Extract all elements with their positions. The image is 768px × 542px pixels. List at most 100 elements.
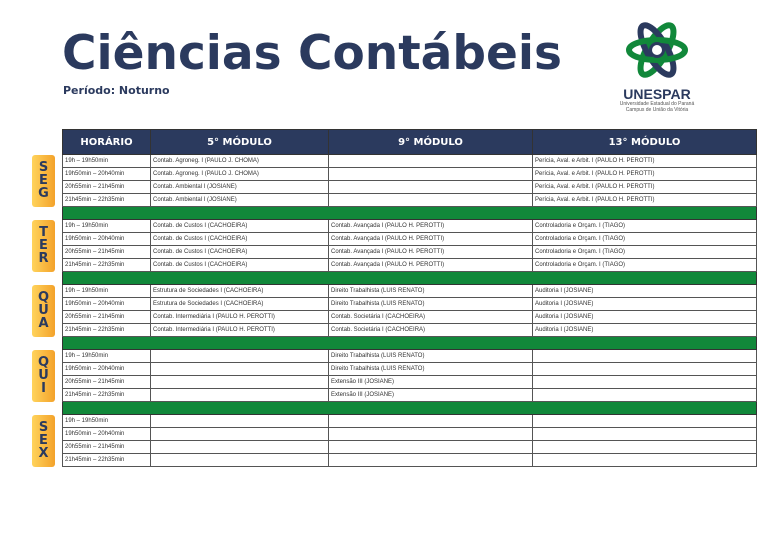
class-cell: Contab. Ambiental I (JOSIANE)	[150, 180, 329, 194]
unespar-emblem-icon	[626, 22, 688, 78]
class-cell: Contab. Ambiental I (JOSIANE)	[150, 193, 329, 207]
table-row: 20h55min – 21h45min Contab. de Custos I (…	[62, 245, 757, 259]
day-separator	[62, 336, 757, 350]
class-cell: Direito Trabalhista (LUIS RENATO)	[328, 349, 533, 363]
class-cell	[150, 388, 329, 402]
class-cell	[328, 453, 533, 467]
table-row: 19h – 19h50min Contab. Agroneg. I (PAULO …	[62, 154, 757, 168]
table-row: 20h55min – 21h45min Contab. Ambiental I (…	[62, 180, 757, 194]
logo-name: UNESPAR	[623, 86, 691, 102]
day-label-seg: SEG	[32, 154, 55, 207]
time-cell: 20h55min – 21h45min	[62, 440, 151, 454]
table-row: 19h – 19h50min Direito Trabalhista (LUIS …	[62, 349, 757, 363]
time-cell: 21h45min – 22h35min	[62, 193, 151, 207]
class-cell	[328, 193, 533, 207]
class-cell	[328, 180, 533, 194]
class-cell: Direito Trabalhista (LUIS RENATO)	[328, 284, 533, 298]
class-cell: Contab. Avançada I (PAULO H. PEROTTI)	[328, 245, 533, 259]
time-cell: 19h – 19h50min	[62, 154, 151, 168]
separator-bar	[62, 206, 757, 220]
table-row: 19h – 19h50min Contab. de Custos I (CACHO…	[62, 219, 757, 233]
time-cell: 19h50min – 20h40min	[62, 427, 151, 441]
schedule-body: 19h – 19h50min Contab. Agroneg. I (PAULO …	[62, 154, 757, 467]
day-label-text: TER	[38, 225, 49, 266]
class-cell: Contab. Societária I (CACHOEIRA)	[328, 323, 533, 337]
logo-line1: Universidade Estadual do Paraná	[619, 101, 695, 107]
day-label-text: QUI	[38, 355, 50, 396]
table-row: 21h45min – 22h35min Contab. Ambiental I (…	[62, 193, 757, 207]
time-cell: 19h50min – 20h40min	[62, 167, 151, 181]
separator-bar	[62, 271, 757, 285]
header-horario: HORÁRIO	[62, 129, 151, 155]
time-cell: 19h50min – 20h40min	[62, 232, 151, 246]
table-row: 19h50min – 20h40min Contab. de Custos I (…	[62, 232, 757, 246]
class-cell: Perícia, Aval. e Arbit. I (PAULO H. PERO…	[532, 193, 757, 207]
table-row: 19h50min – 20h40min	[62, 427, 757, 441]
class-cell: Contab. Avançada I (PAULO H. PEROTTI)	[328, 219, 533, 233]
class-cell	[150, 375, 329, 389]
table-row: 20h55min – 21h45min Contab. Intermediária…	[62, 310, 757, 324]
time-cell: 21h45min – 22h35min	[62, 258, 151, 272]
class-cell	[150, 453, 329, 467]
class-cell	[150, 440, 329, 454]
class-cell	[328, 414, 533, 428]
separator-bar	[62, 401, 757, 415]
class-cell	[150, 362, 329, 376]
class-cell: Auditoria I (JOSIANE)	[532, 323, 757, 337]
time-cell: 19h50min – 20h40min	[62, 297, 151, 311]
class-cell: Estrutura de Sociedades I (CACHOEIRA)	[150, 297, 329, 311]
day-separator	[62, 401, 757, 415]
time-cell: 21h45min – 22h35min	[62, 453, 151, 467]
class-cell: Contab. Agroneg. I (PAULO J. CHOMA)	[150, 154, 329, 168]
day-label-qua: QUA	[32, 284, 55, 337]
class-cell: Auditoria I (JOSIANE)	[532, 310, 757, 324]
separator-bar	[62, 336, 757, 350]
table-row: 20h55min – 21h45min Extensão III (JOSIANE…	[62, 375, 757, 389]
class-cell: Contab. de Custos I (CACHOEIRA)	[150, 219, 329, 233]
day-label-text: SEG	[38, 160, 49, 201]
class-cell: Contab. de Custos I (CACHOEIRA)	[150, 245, 329, 259]
class-cell	[150, 414, 329, 428]
period-subtitle: Período: Noturno	[63, 84, 170, 97]
class-cell	[328, 427, 533, 441]
table-row: 21h45min – 22h35min	[62, 453, 757, 467]
day-label-text: QUA	[38, 290, 50, 331]
unespar-logo: UNESPAR Universidade Estadual do Paraná …	[618, 18, 696, 118]
class-cell	[150, 349, 329, 363]
class-cell: Controladoria e Orçam. I (TIAGO)	[532, 232, 757, 246]
class-cell: Direito Trabalhista (LUIS RENATO)	[328, 297, 533, 311]
logo-line2: Campus de União da Vitória	[625, 107, 689, 113]
class-cell: Contab. Agroneg. I (PAULO J. CHOMA)	[150, 167, 329, 181]
class-cell	[532, 375, 757, 389]
table-row: 21h45min – 22h35min Extensão III (JOSIANE…	[62, 388, 757, 402]
class-cell: Estrutura de Sociedades I (CACHOEIRA)	[150, 284, 329, 298]
time-cell: 20h55min – 21h45min	[62, 375, 151, 389]
table-row: 21h45min – 22h35min Contab. de Custos I (…	[62, 258, 757, 272]
table-row: 21h45min – 22h35min Contab. Intermediária…	[62, 323, 757, 337]
schedule-table: HORÁRIO 5° MÓDULO 9° MÓDULO 13° MÓDULO 1…	[62, 129, 757, 467]
class-cell	[532, 427, 757, 441]
class-cell	[532, 388, 757, 402]
class-cell	[328, 167, 533, 181]
time-cell: 20h55min – 21h45min	[62, 310, 151, 324]
header-modulo-13: 13° MÓDULO	[532, 129, 757, 155]
day-separator	[62, 271, 757, 285]
time-cell: 19h50min – 20h40min	[62, 362, 151, 376]
time-cell: 19h – 19h50min	[62, 219, 151, 233]
table-row: 19h – 19h50min Estrutura de Sociedades I …	[62, 284, 757, 298]
class-cell: Auditoria I (JOSIANE)	[532, 284, 757, 298]
day-label-text: SEX	[38, 420, 49, 461]
day-label-ter: TER	[32, 219, 55, 272]
class-cell	[532, 453, 757, 467]
class-cell: Controladoria e Orçam. I (TIAGO)	[532, 258, 757, 272]
class-cell: Contab. Intermediária I (PAULO H. PEROTT…	[150, 323, 329, 337]
class-cell: Controladoria e Orçam. I (TIAGO)	[532, 245, 757, 259]
class-cell: Contab. de Custos I (CACHOEIRA)	[150, 232, 329, 246]
class-cell: Direito Trabalhista (LUIS RENATO)	[328, 362, 533, 376]
page-title: Ciências Contábeis	[62, 26, 562, 81]
class-cell	[532, 414, 757, 428]
day-separator	[62, 206, 757, 220]
class-cell	[328, 154, 533, 168]
class-cell: Extensão III (JOSIANE)	[328, 375, 533, 389]
class-cell: Auditoria I (JOSIANE)	[532, 297, 757, 311]
